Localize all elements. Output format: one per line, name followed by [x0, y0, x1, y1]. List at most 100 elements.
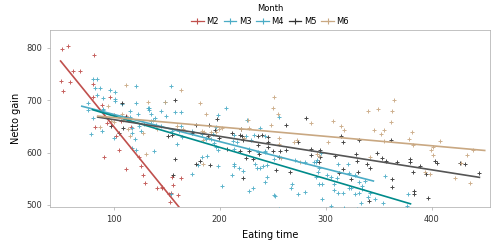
Point	[256, 126, 264, 130]
Point	[212, 125, 220, 129]
Point	[334, 191, 342, 195]
Point	[254, 143, 262, 147]
Y-axis label: Netto gain: Netto gain	[11, 93, 21, 144]
Point	[387, 138, 395, 142]
Point	[236, 149, 244, 153]
Point	[235, 166, 243, 170]
Point	[132, 101, 140, 105]
Point	[178, 127, 186, 131]
Point	[302, 190, 310, 194]
Point	[275, 115, 283, 119]
Point	[58, 47, 66, 51]
Point	[118, 101, 126, 105]
Point	[104, 103, 112, 107]
Point	[264, 145, 272, 149]
Point	[246, 147, 254, 151]
Point	[86, 132, 94, 136]
Point	[269, 105, 277, 109]
Point	[177, 124, 185, 128]
Point	[208, 132, 216, 136]
Point	[139, 131, 147, 135]
Point	[314, 170, 322, 174]
Point	[261, 180, 269, 184]
Point	[475, 171, 483, 175]
Point	[210, 142, 218, 145]
Point	[170, 110, 178, 114]
Point	[333, 176, 341, 180]
Point	[242, 157, 250, 161]
Point	[264, 140, 272, 144]
Point	[262, 134, 270, 138]
Point	[409, 143, 417, 146]
Point	[466, 181, 474, 185]
Point	[243, 118, 251, 122]
Point	[233, 140, 241, 144]
Point	[214, 164, 222, 168]
Point	[300, 161, 308, 165]
Point	[196, 101, 204, 105]
Point	[152, 214, 160, 218]
Point	[380, 215, 388, 219]
Point	[254, 134, 262, 138]
Point	[334, 171, 342, 175]
Point	[330, 210, 338, 214]
Point	[370, 128, 378, 132]
Point	[247, 138, 255, 142]
Point	[198, 129, 205, 133]
Point	[282, 124, 290, 127]
Point	[147, 119, 155, 123]
Point	[290, 140, 298, 144]
Point	[123, 115, 131, 119]
Point	[248, 186, 256, 190]
Point	[166, 200, 174, 204]
Point	[230, 139, 237, 143]
Point	[246, 126, 254, 130]
Point	[230, 146, 238, 150]
Point	[426, 172, 434, 176]
Point	[122, 83, 130, 87]
Point	[397, 208, 405, 212]
Point	[410, 192, 418, 196]
Point	[424, 196, 432, 200]
Point	[107, 124, 115, 128]
Point	[190, 224, 198, 227]
Legend: M2, M3, M4, M5, M6: M2, M3, M4, M5, M6	[191, 3, 349, 26]
Point	[110, 136, 118, 140]
Point	[202, 112, 209, 116]
Point	[330, 182, 338, 186]
Point	[149, 119, 157, 123]
Point	[388, 177, 396, 181]
Point	[402, 204, 410, 208]
Point	[99, 107, 107, 111]
Point	[212, 130, 220, 134]
Point	[307, 153, 315, 157]
Point	[366, 155, 374, 159]
Point	[354, 208, 362, 212]
Point	[344, 162, 352, 165]
Point	[272, 194, 280, 198]
Point	[100, 155, 108, 159]
Point	[381, 174, 389, 178]
Point	[236, 133, 244, 137]
Point	[422, 170, 430, 174]
Point	[323, 173, 331, 177]
Point	[115, 148, 123, 152]
Point	[457, 161, 465, 165]
Point	[176, 110, 184, 114]
Point	[96, 86, 104, 90]
Point	[89, 95, 97, 99]
Point	[157, 124, 165, 128]
Point	[205, 136, 213, 140]
Point	[462, 153, 470, 157]
Point	[270, 95, 278, 99]
Point	[316, 148, 324, 152]
X-axis label: Eating time: Eating time	[242, 230, 298, 240]
Point	[259, 164, 267, 168]
Point	[406, 157, 413, 161]
Point	[361, 179, 369, 183]
Point	[90, 77, 98, 81]
Point	[294, 138, 302, 142]
Point	[433, 161, 441, 165]
Point	[176, 88, 184, 92]
Point	[239, 176, 247, 180]
